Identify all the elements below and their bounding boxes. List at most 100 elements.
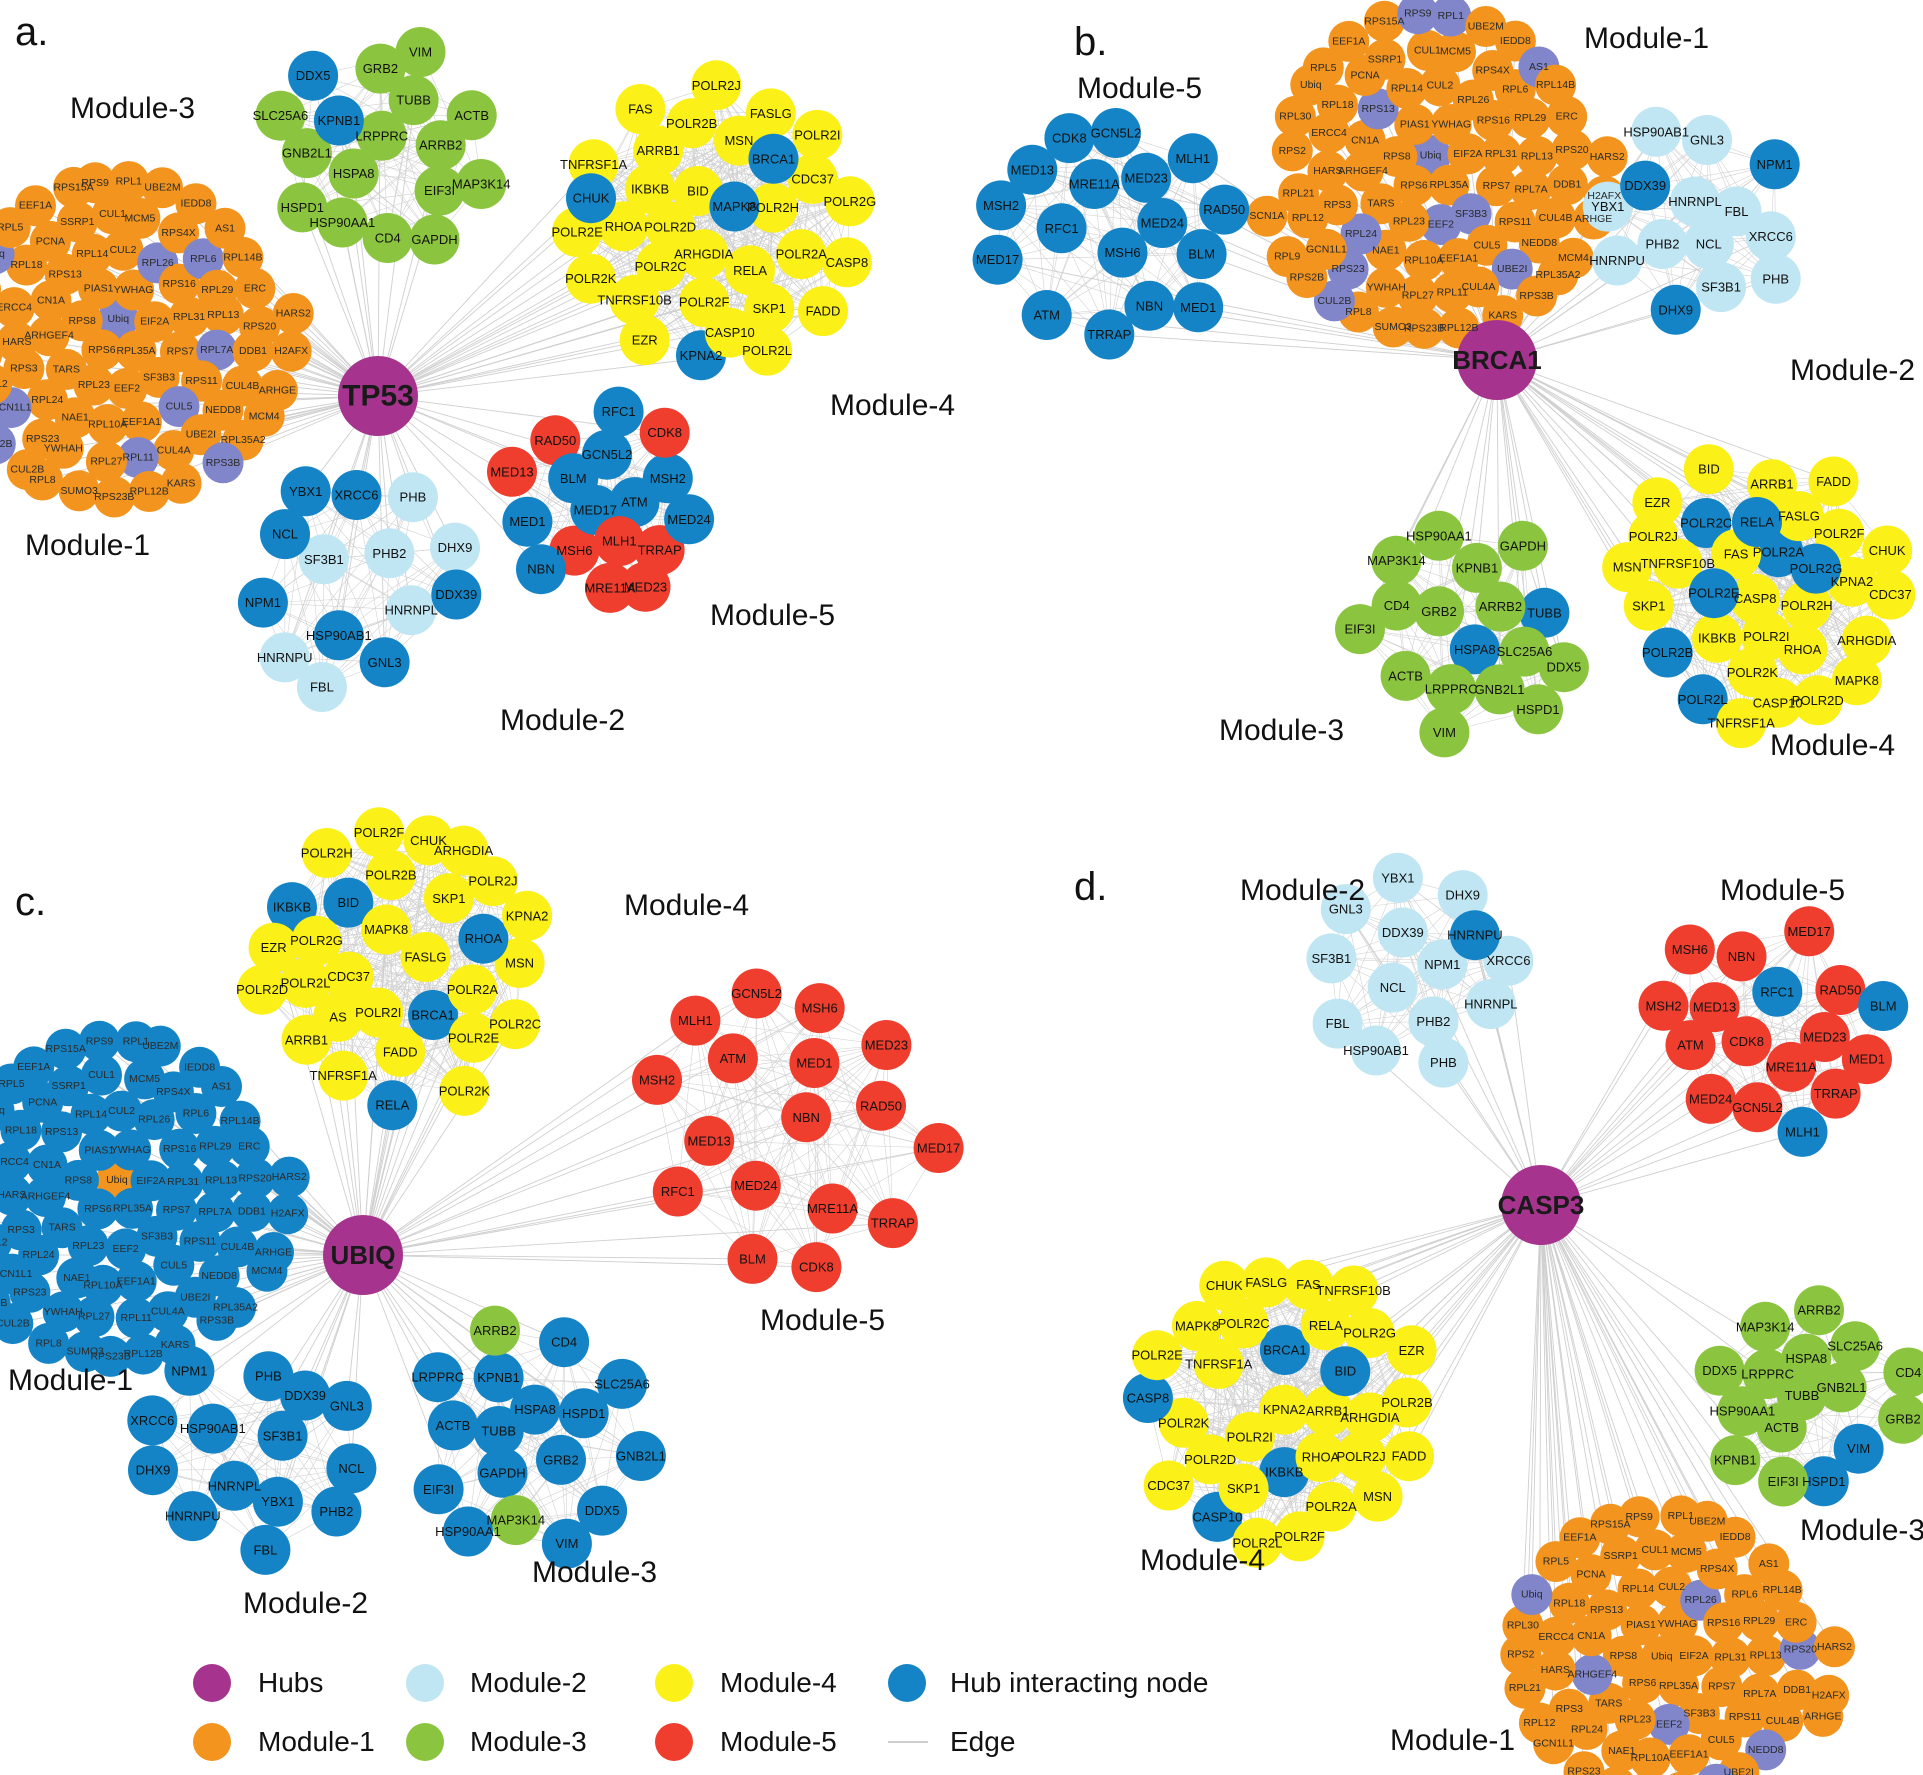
svg-text:FADD: FADD xyxy=(1816,474,1851,489)
svg-text:RPL12B: RPL12B xyxy=(1439,322,1478,334)
svg-text:XRCC6: XRCC6 xyxy=(1486,953,1530,968)
svg-text:MCM4: MCM4 xyxy=(252,1265,283,1277)
svg-text:RFC1: RFC1 xyxy=(1045,221,1079,236)
svg-text:CUL4B: CUL4B xyxy=(226,380,260,392)
svg-text:HSPD1: HSPD1 xyxy=(1516,702,1559,717)
svg-text:RPS8: RPS8 xyxy=(1383,151,1411,163)
svg-text:XRCC6: XRCC6 xyxy=(130,1413,174,1428)
svg-text:HARS2: HARS2 xyxy=(1817,1641,1852,1653)
svg-text:RPS2B: RPS2B xyxy=(1290,272,1324,284)
svg-text:NEDD8: NEDD8 xyxy=(1748,1744,1784,1756)
svg-text:RFC1: RFC1 xyxy=(1760,984,1794,999)
svg-text:POLR2B: POLR2B xyxy=(1381,1395,1432,1410)
svg-text:RPS2: RPS2 xyxy=(1279,145,1307,157)
svg-text:RPL23: RPL23 xyxy=(72,1240,104,1252)
svg-text:RPS13: RPS13 xyxy=(45,1126,78,1138)
svg-text:KPNB1: KPNB1 xyxy=(477,1370,520,1385)
svg-text:TARS: TARS xyxy=(1367,198,1394,210)
svg-text:RPS4X: RPS4X xyxy=(161,227,195,239)
svg-text:HSPA8: HSPA8 xyxy=(1785,1351,1827,1366)
svg-text:MED23: MED23 xyxy=(624,579,667,594)
svg-text:GRB2: GRB2 xyxy=(543,1452,578,1467)
svg-text:EEF1A1: EEF1A1 xyxy=(1669,1749,1708,1761)
svg-text:POLR2A: POLR2A xyxy=(1306,1499,1358,1514)
svg-text:CN1A: CN1A xyxy=(37,295,65,307)
svg-text:RPL14: RPL14 xyxy=(1391,83,1423,95)
svg-text:DDX39: DDX39 xyxy=(284,1388,326,1403)
svg-text:Module-2: Module-2 xyxy=(1790,354,1915,387)
svg-text:ARHGE: ARHGE xyxy=(1804,1710,1841,1722)
svg-text:BID: BID xyxy=(337,895,359,910)
svg-text:ATM: ATM xyxy=(1677,1038,1703,1053)
svg-text:SLC25A6: SLC25A6 xyxy=(253,108,309,123)
svg-text:HNRNPL: HNRNPL xyxy=(1464,997,1517,1012)
svg-text:c.: c. xyxy=(15,880,46,924)
svg-text:RPL29: RPL29 xyxy=(1514,112,1546,124)
svg-text:CASP10: CASP10 xyxy=(1192,1509,1242,1524)
svg-text:ARRB2: ARRB2 xyxy=(1797,1303,1840,1318)
svg-text:ARHGDIA: ARHGDIA xyxy=(1837,633,1897,648)
svg-text:RPL35A2: RPL35A2 xyxy=(1536,269,1581,281)
svg-text:GRB2: GRB2 xyxy=(1421,604,1456,619)
svg-text:EIF2A: EIF2A xyxy=(136,1175,165,1187)
svg-text:ARHGDIA: ARHGDIA xyxy=(1340,1410,1400,1425)
svg-text:RPS23: RPS23 xyxy=(26,433,59,445)
svg-text:GNB2L1: GNB2L1 xyxy=(616,1449,666,1464)
svg-text:MED1: MED1 xyxy=(509,514,545,529)
svg-text:HSP90AA1: HSP90AA1 xyxy=(1710,1404,1776,1419)
svg-text:RPL27: RPL27 xyxy=(1402,290,1434,302)
svg-text:RPL12: RPL12 xyxy=(1292,212,1324,224)
svg-text:EEF2: EEF2 xyxy=(112,1243,138,1255)
svg-text:BLM: BLM xyxy=(739,1251,766,1266)
svg-text:ARHGDIA: ARHGDIA xyxy=(434,843,494,858)
svg-text:RPS11: RPS11 xyxy=(185,375,218,387)
svg-text:RPL29: RPL29 xyxy=(199,1140,231,1152)
svg-text:PIAS1: PIAS1 xyxy=(84,1144,114,1156)
svg-text:Module-2: Module-2 xyxy=(1240,874,1365,907)
svg-text:MAPK8: MAPK8 xyxy=(1175,1319,1219,1334)
svg-text:TRRAP: TRRAP xyxy=(1087,327,1131,342)
svg-text:UBIQ: UBIQ xyxy=(331,1240,396,1270)
svg-text:MSN: MSN xyxy=(724,133,753,148)
svg-text:Ubiq: Ubiq xyxy=(0,248,5,260)
svg-text:POLR2J: POLR2J xyxy=(1337,1449,1386,1464)
svg-text:RPS23: RPS23 xyxy=(13,1286,46,1298)
svg-text:RPL18: RPL18 xyxy=(1321,99,1353,111)
svg-text:RPS11: RPS11 xyxy=(1499,216,1532,228)
svg-text:FAS: FAS xyxy=(1724,547,1749,562)
svg-text:NBN: NBN xyxy=(1728,949,1755,964)
svg-text:RPL31: RPL31 xyxy=(1714,1652,1746,1664)
svg-text:RPL1: RPL1 xyxy=(116,176,142,188)
svg-text:RPS13: RPS13 xyxy=(1590,1604,1623,1616)
svg-text:BID: BID xyxy=(687,184,709,199)
svg-text:EIF3I: EIF3I xyxy=(1768,1474,1799,1489)
svg-text:RPS20: RPS20 xyxy=(243,321,276,333)
svg-text:HNRNPU: HNRNPU xyxy=(1589,253,1645,268)
svg-text:RHOA: RHOA xyxy=(1784,642,1822,657)
svg-text:EZR: EZR xyxy=(1399,1343,1425,1358)
svg-text:RPS16: RPS16 xyxy=(1707,1617,1740,1629)
svg-text:Ubiq: Ubiq xyxy=(1300,79,1322,91)
svg-text:AS1: AS1 xyxy=(1759,1558,1779,1570)
svg-text:RPS2: RPS2 xyxy=(1507,1649,1535,1661)
svg-text:RPL35A: RPL35A xyxy=(1429,179,1468,191)
svg-text:HSP90AB1: HSP90AB1 xyxy=(180,1421,246,1436)
svg-text:POLR2B: POLR2B xyxy=(1642,645,1693,660)
svg-text:ERCC4: ERCC4 xyxy=(0,302,32,314)
svg-text:Module-1: Module-1 xyxy=(1390,1724,1515,1757)
svg-text:RPL24: RPL24 xyxy=(1571,1723,1603,1735)
svg-text:EZR: EZR xyxy=(1644,495,1670,510)
svg-text:MAPK8: MAPK8 xyxy=(364,922,408,937)
svg-text:MED24: MED24 xyxy=(734,1178,777,1193)
svg-text:YBX1: YBX1 xyxy=(1381,870,1414,885)
svg-text:RPL24: RPL24 xyxy=(1345,228,1377,240)
svg-text:POLR2E: POLR2E xyxy=(1131,1348,1183,1363)
svg-text:KPNA2: KPNA2 xyxy=(1831,574,1874,589)
svg-text:RPL6: RPL6 xyxy=(190,253,216,265)
svg-text:RPS8: RPS8 xyxy=(65,1174,93,1186)
svg-text:Module-4: Module-4 xyxy=(1770,729,1895,762)
svg-text:RPL14: RPL14 xyxy=(76,248,108,260)
svg-text:HSP90AA1: HSP90AA1 xyxy=(1406,528,1472,543)
svg-text:HARS2: HARS2 xyxy=(272,1171,307,1183)
svg-text:Module-4: Module-4 xyxy=(720,1667,837,1698)
